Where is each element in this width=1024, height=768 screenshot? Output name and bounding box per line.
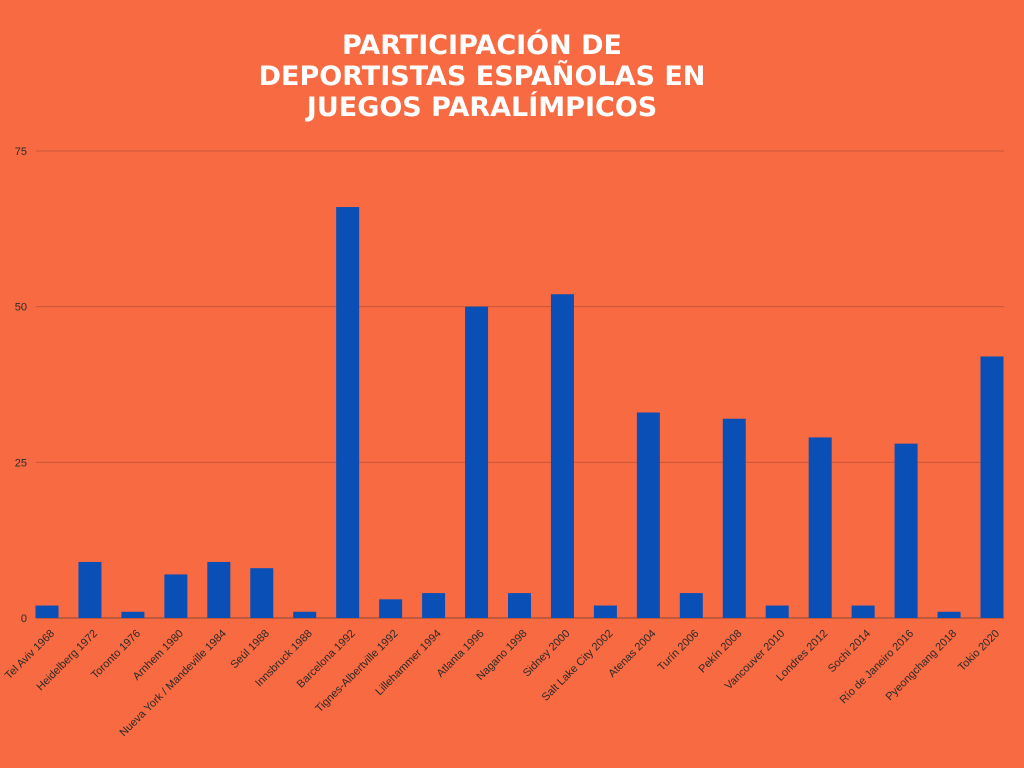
x-tick-label-15: Turín 2006 [656, 628, 702, 674]
bar-18 [808, 437, 832, 618]
bar-5 [250, 568, 274, 618]
x-tick-label-5: Seúl 1988 [228, 628, 272, 672]
bar-21 [937, 611, 961, 618]
grid-layer [36, 150, 1004, 619]
bar-20 [894, 443, 918, 618]
chart-title-line-1: PARTICIPACIÓN DE [342, 30, 622, 61]
bar-11 [508, 593, 531, 618]
bar-8 [379, 599, 403, 618]
bar-12 [550, 294, 574, 618]
y-tick-label-75: 75 [15, 146, 27, 158]
bar-2 [121, 611, 145, 618]
chart-title-line-3: JUEGOS PARALÍMPICOS [306, 92, 658, 123]
bars-layer [35, 207, 1004, 619]
bar-10 [465, 306, 489, 618]
bar-7 [336, 207, 360, 619]
y-tick-label-25: 25 [15, 457, 27, 469]
bar-1 [78, 561, 102, 618]
bar-9 [422, 593, 446, 618]
chart-title: PARTICIPACIÓN DE DEPORTISTAS ESPAÑOLAS E… [0, 30, 964, 123]
y-tick-label-0: 0 [21, 613, 27, 625]
bar-17 [765, 605, 789, 618]
x-tick-label-13: Salt Lake City 2002 [540, 628, 616, 704]
bar-15 [679, 593, 703, 618]
bar-22 [980, 356, 1004, 618]
x-tick-label-8: Tignes-Albertville 1992 [313, 628, 400, 715]
chart-title-line-2: DEPORTISTAS ESPAÑOLAS EN [258, 61, 706, 92]
x-tick-label-20: Río de Janeiro 2016 [838, 628, 917, 707]
bar-6 [293, 611, 317, 618]
bar-3 [164, 574, 188, 618]
bar-16 [722, 418, 746, 618]
bar-0 [35, 605, 59, 618]
bar-13 [593, 605, 617, 618]
bar-14 [636, 412, 660, 618]
bar-4 [207, 561, 231, 618]
x-tick-label-22: Tokio 2020 [956, 628, 1002, 674]
x-tick-label-21: Pyeongchang 2018 [884, 628, 960, 704]
y-tick-label-50: 50 [15, 302, 27, 314]
bar-19 [851, 605, 875, 618]
